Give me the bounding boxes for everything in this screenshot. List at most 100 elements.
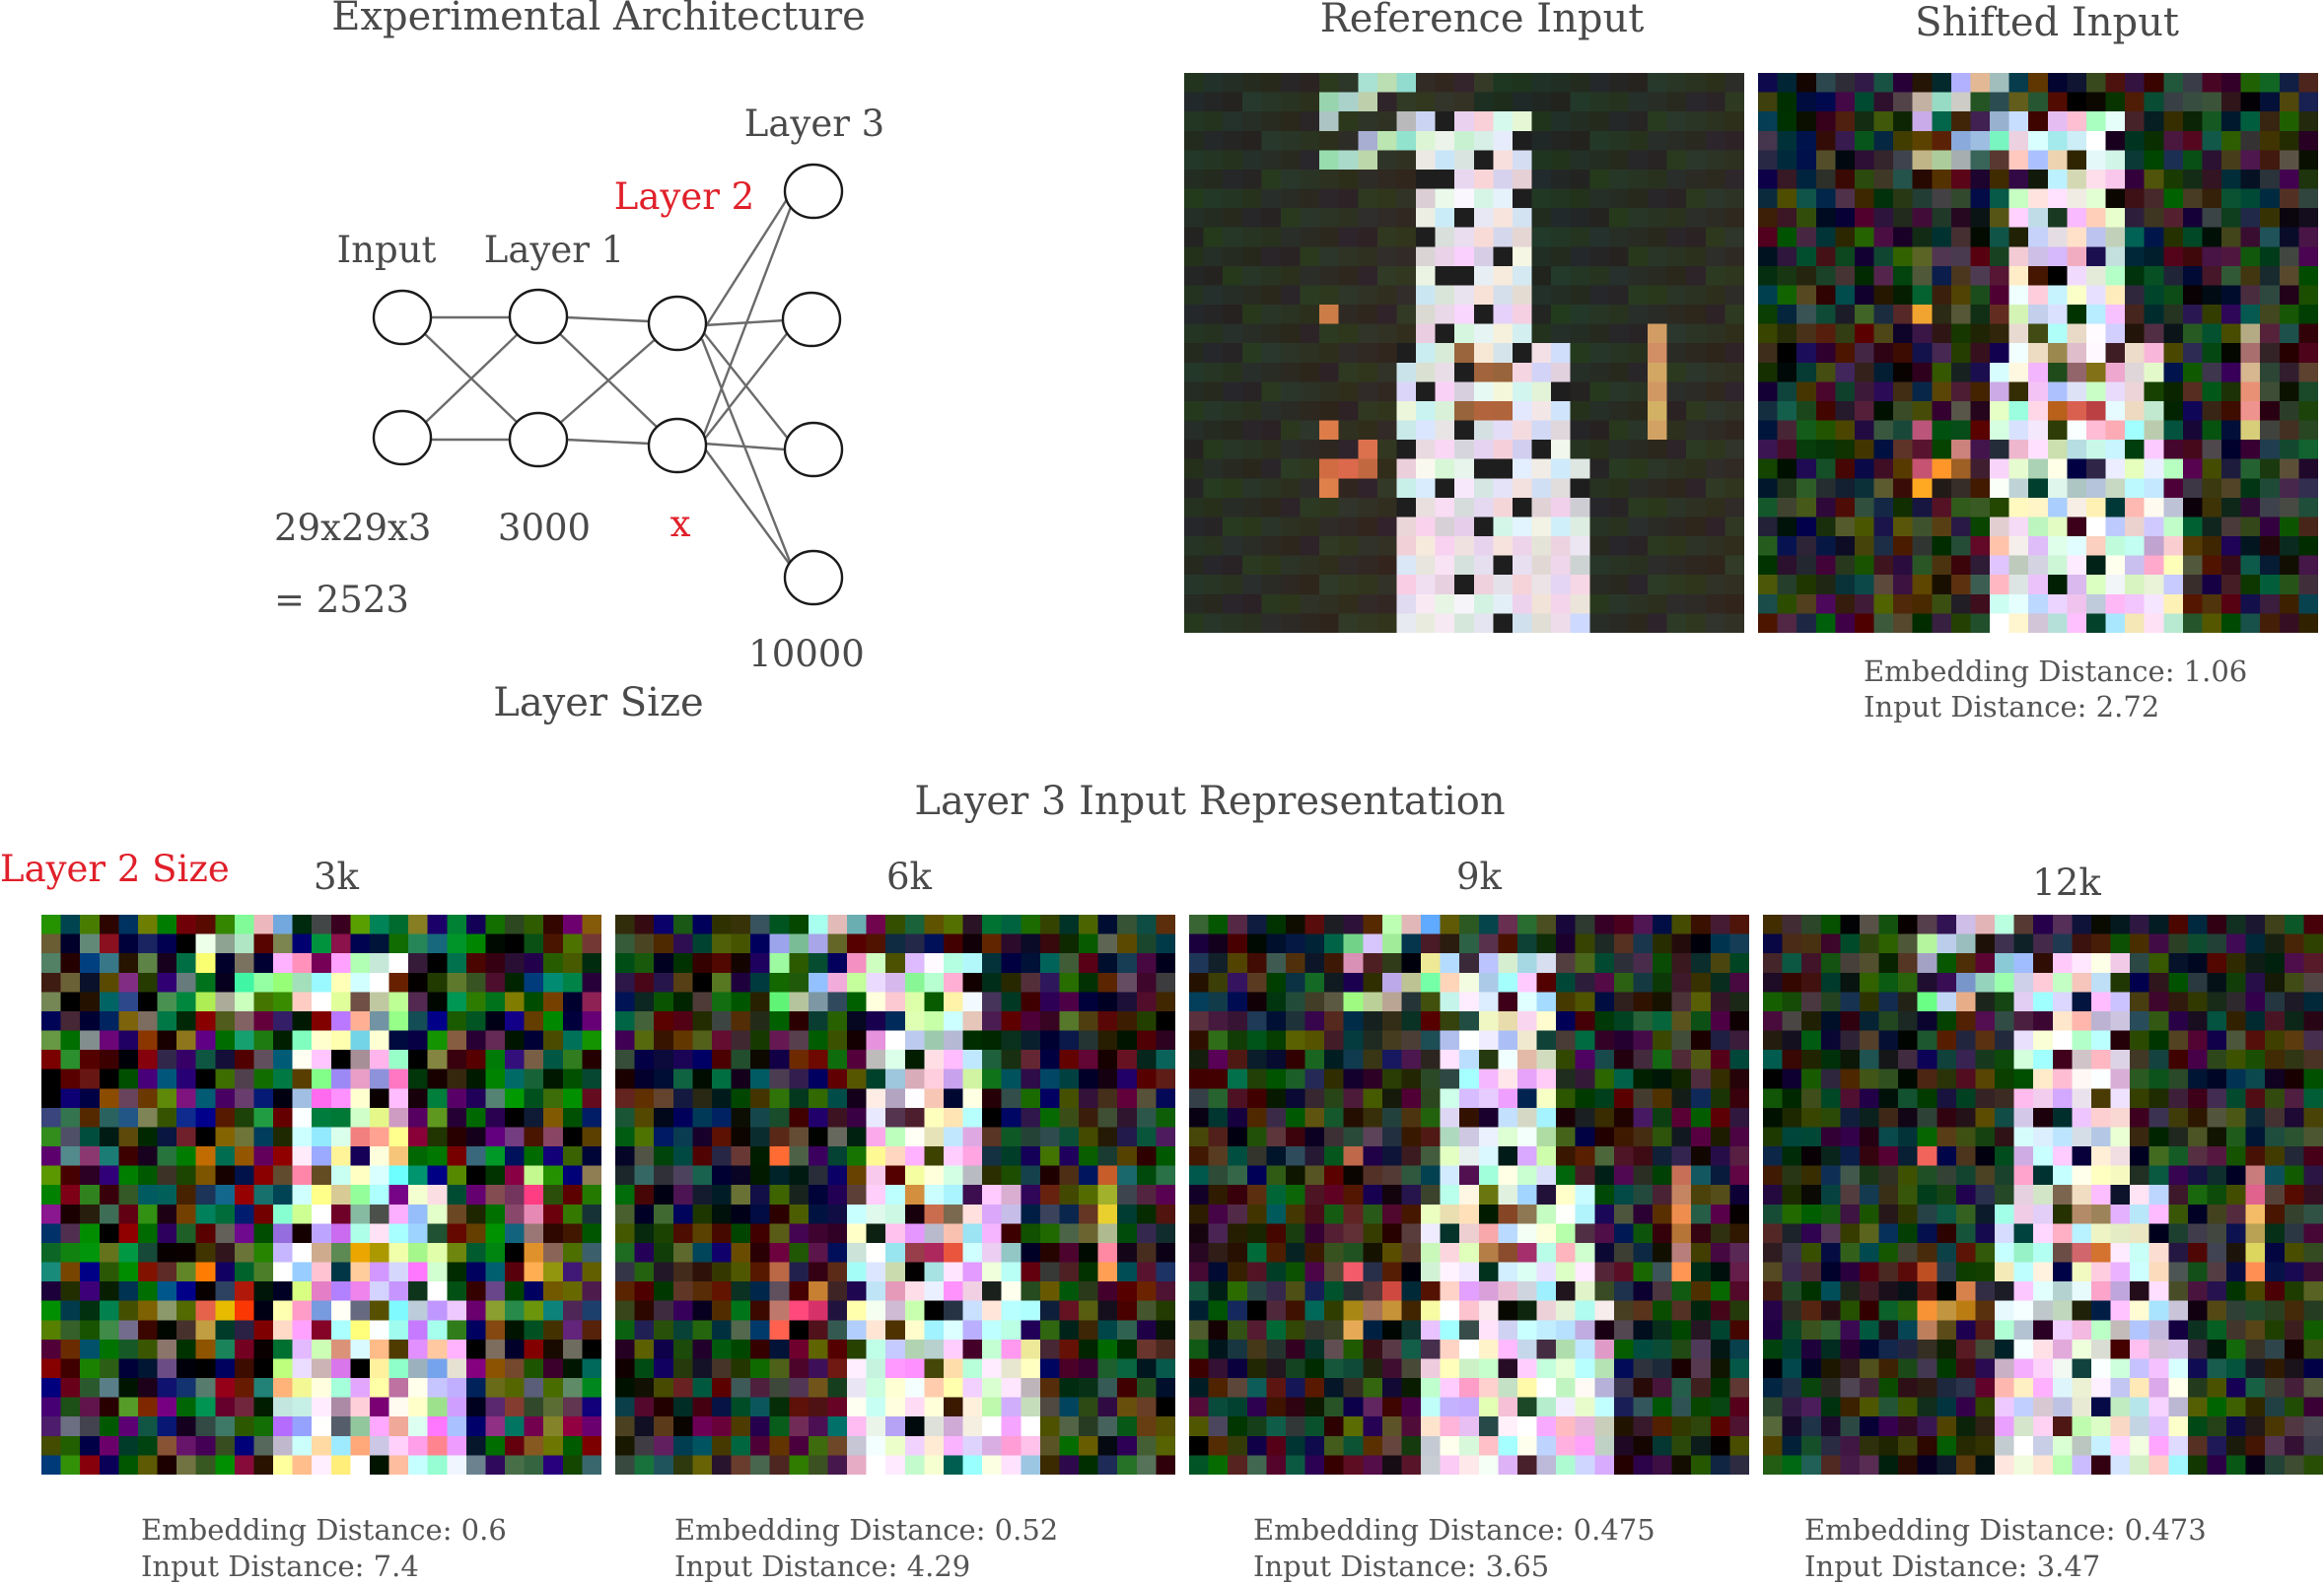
- pixel: [2028, 169, 2049, 189]
- pixel: [524, 1339, 544, 1359]
- pixel: [273, 1300, 294, 1321]
- pixel: [1815, 420, 1836, 441]
- pixel: [1710, 1262, 1730, 1282]
- pixel: [2202, 440, 2222, 460]
- pixel: [1917, 1146, 1937, 1167]
- pixel: [234, 1397, 254, 1417]
- pixel: [2110, 1165, 2131, 1186]
- pixel: [1416, 188, 1437, 209]
- pixel: [1556, 1242, 1577, 1263]
- pixel: [447, 1262, 467, 1282]
- pixel: [427, 1242, 448, 1263]
- pixel: [2245, 1339, 2266, 1359]
- pixel: [2260, 130, 2281, 151]
- pixel: [1516, 1300, 1537, 1321]
- pixel: [1710, 1378, 1730, 1399]
- pixel: [1854, 169, 1874, 189]
- pixel: [1184, 458, 1204, 479]
- pixel: [1304, 1242, 1325, 1263]
- pixel: [2226, 1165, 2247, 1186]
- pixel: [1878, 1146, 1899, 1167]
- pixel: [672, 1165, 693, 1186]
- pixel: [1840, 1378, 1861, 1399]
- pixel: [1203, 73, 1224, 93]
- pixel: [1556, 1088, 1577, 1109]
- pixel: [1300, 362, 1320, 382]
- pixel: [1796, 92, 1817, 112]
- pixel: [1854, 305, 1874, 325]
- pixel: [982, 1050, 1003, 1070]
- pixel: [1801, 1127, 1822, 1147]
- pixel: [634, 1030, 655, 1051]
- pixel: [1589, 305, 1610, 325]
- pixel: [1671, 1281, 1692, 1302]
- pixel: [1338, 323, 1359, 344]
- pixel: [1950, 440, 1971, 460]
- pixel: [924, 953, 945, 974]
- pixel: [1459, 1281, 1480, 1302]
- pixel: [1691, 953, 1712, 974]
- pixel: [1782, 1262, 1802, 1282]
- pixel: [1686, 111, 1707, 132]
- pixel: [2279, 381, 2299, 402]
- pixel: [847, 1010, 868, 1031]
- pixel: [1556, 1146, 1577, 1167]
- pixel: [1401, 1223, 1422, 1244]
- pixel: [1473, 92, 1494, 112]
- pixel: [562, 1378, 583, 1399]
- pixel: [1454, 613, 1475, 633]
- pixel: [388, 1435, 409, 1456]
- pixel: [485, 1435, 506, 1456]
- pixel: [885, 1262, 906, 1282]
- pixel: [2279, 536, 2299, 557]
- pixel: [1763, 1068, 1783, 1089]
- pixel: [1854, 92, 1874, 112]
- pixel: [634, 933, 655, 954]
- pixel: [1531, 478, 1552, 499]
- pixel: [672, 1107, 693, 1128]
- pixel: [1551, 285, 1572, 306]
- pixel: [1079, 915, 1099, 934]
- pixel: [292, 1435, 313, 1456]
- pixel: [615, 1262, 635, 1282]
- pixel: [1608, 400, 1629, 421]
- pixel: [904, 1010, 925, 1031]
- pixel: [1854, 478, 1874, 499]
- pixel: [1671, 1127, 1692, 1147]
- pixel: [943, 1397, 963, 1417]
- pixel: [1324, 953, 1345, 974]
- pixel: [2207, 933, 2227, 954]
- pixel: [1531, 613, 1552, 633]
- pixel: [1381, 933, 1402, 954]
- pixel: [1950, 536, 1971, 557]
- pixel: [1223, 613, 1243, 633]
- pixel: [962, 1320, 983, 1341]
- pixel: [808, 1358, 828, 1379]
- pixel: [2033, 1339, 2054, 1359]
- pixel: [1932, 497, 1952, 517]
- pixel: [1932, 285, 1952, 306]
- pixel: [1937, 1242, 1957, 1263]
- pixel: [1184, 246, 1204, 267]
- pixel: [1815, 575, 1836, 595]
- pixel: [2163, 497, 2184, 517]
- pixel: [1970, 130, 1991, 151]
- pixel: [524, 992, 544, 1012]
- pixel: [1376, 285, 1397, 306]
- pixel: [615, 1010, 635, 1031]
- pixel: [789, 1416, 810, 1437]
- pixel: [1079, 1435, 1099, 1456]
- pixel: [1955, 1378, 1976, 1399]
- pixel: [1666, 305, 1687, 325]
- pixel: [1556, 1030, 1577, 1051]
- pixel: [1203, 188, 1224, 209]
- pixel: [99, 1010, 119, 1031]
- pixel: [118, 1378, 139, 1399]
- pixel: [1246, 1397, 1267, 1417]
- pixel: [2182, 381, 2203, 402]
- pixel: [1782, 915, 1802, 934]
- pixel: [1820, 953, 1841, 974]
- pixel: [2047, 555, 2068, 576]
- pixel: [1777, 246, 1797, 267]
- pixel: [1246, 1300, 1267, 1321]
